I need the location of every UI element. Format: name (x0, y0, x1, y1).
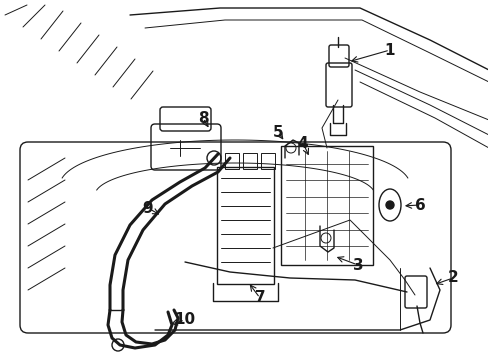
Text: 9: 9 (142, 201, 153, 216)
Text: 2: 2 (447, 270, 457, 285)
Text: 4: 4 (297, 135, 307, 150)
Text: 10: 10 (174, 312, 195, 328)
Text: 5: 5 (272, 125, 283, 140)
Text: 7: 7 (254, 291, 265, 306)
Text: 1: 1 (384, 42, 394, 58)
Text: 3: 3 (352, 257, 363, 273)
Text: 6: 6 (414, 198, 425, 212)
Text: 8: 8 (197, 111, 208, 126)
Circle shape (385, 201, 393, 209)
